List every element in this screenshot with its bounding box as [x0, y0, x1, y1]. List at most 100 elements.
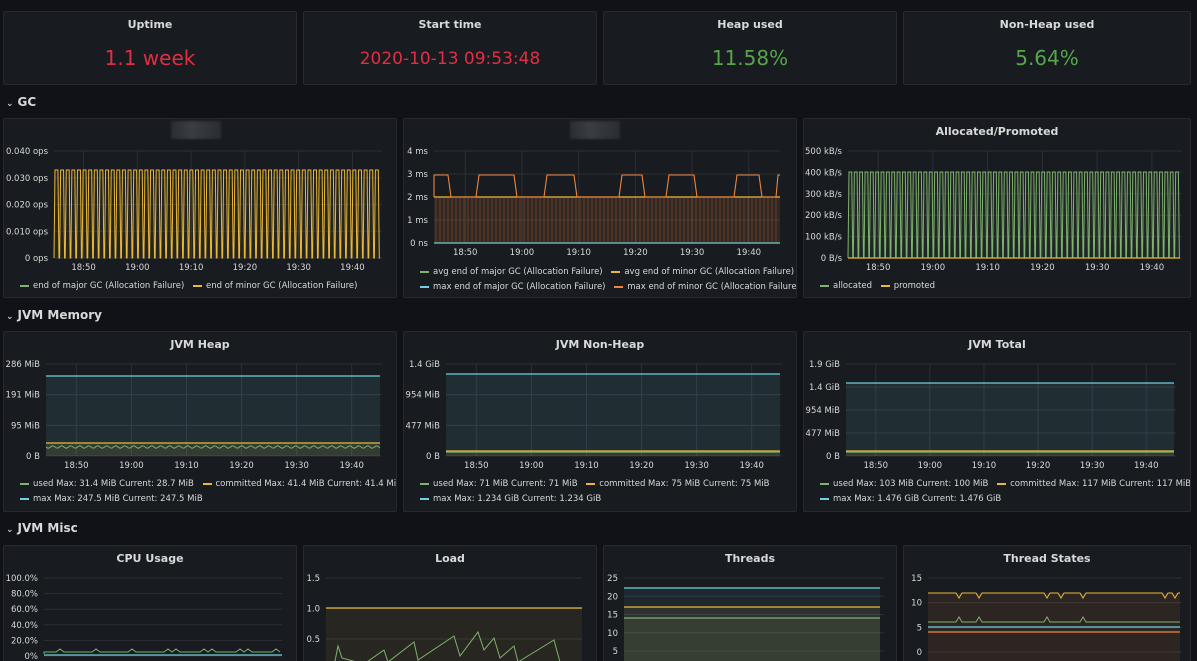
x-tick-label: 18:50 — [464, 461, 489, 471]
x-tick-label: 18:50 — [866, 263, 891, 273]
row-title: JVM Memory — [17, 308, 102, 322]
y-tick-label: 10 — [911, 599, 922, 609]
minor-gc-series — [53, 169, 380, 259]
stat-heap-used[interactable]: Heap used 11.58% — [603, 11, 897, 85]
x-tick-label: 19:40 — [739, 461, 764, 471]
chevron-down-icon: ⌄ — [6, 312, 14, 322]
y-tick-label: 0 B — [26, 452, 40, 462]
x-tick-label: 19:00 — [519, 461, 544, 471]
y-tick-label: 5 — [613, 647, 618, 657]
x-tick-label: 19:30 — [284, 461, 309, 471]
panel-load[interactable]: Load 1.5 1.0 0.5 — [303, 545, 597, 661]
row-header-gc[interactable]: ⌄ GC — [6, 95, 36, 109]
legend: allocated promoted — [820, 281, 935, 291]
x-tick-label: 19:20 — [1030, 263, 1055, 273]
x-tick-label: 19:00 — [921, 263, 946, 273]
row-title: JVM Misc — [17, 521, 78, 535]
y-tick-label: 286 MiB — [6, 360, 41, 370]
y-tick-label: 477 MiB — [406, 421, 441, 431]
legend: max Max: 1.234 GiB Current: 1.234 GiB — [420, 494, 601, 504]
y-tick-label: 5 — [917, 623, 922, 633]
panel-jvm-heap[interactable]: JVM Heap 286 MiB 191 MiB 95 MiB 0 B 18:50 19:… — [3, 331, 397, 512]
x-tick-label: 19:10 — [179, 263, 204, 273]
y-tick-label: 1.4 GiB — [809, 383, 840, 393]
max-series-fill — [446, 374, 780, 456]
panel-title: JVM Total — [968, 338, 1026, 351]
legend: end of major GC (Allocation Failure) end… — [20, 281, 357, 291]
panel-jvm-total[interactable]: JVM Total 1.9 GiB 1.4 GiB 954 MiB 477 MiB 0 … — [803, 331, 1191, 512]
row-header-jvm-memory[interactable]: ⌄ JVM Memory — [6, 308, 102, 322]
committed-series-fill — [846, 451, 1174, 456]
legend-item: promoted — [893, 281, 936, 291]
y-tick-label: 20.0% — [11, 636, 38, 646]
stat-title: Uptime — [127, 18, 173, 31]
panel-gc-time[interactable]: 4 ms 3 ms 2 ms 1 ms 0 ns 18:50 19:00 19:10 19:20… — [403, 118, 797, 298]
x-tick-label: 19:30 — [1085, 263, 1110, 273]
live-series-fill — [624, 607, 880, 661]
panel-cpu-usage[interactable]: CPU Usage 100.0% 80.0% 60.0% 40.0% 20.0% 0% — [3, 545, 297, 661]
process-cpu-series — [43, 648, 281, 654]
x-tick-label: 19:20 — [229, 461, 254, 471]
panel-jvm-nonheap[interactable]: JVM Non-Heap 1.4 GiB 954 MiB 477 MiB 0 B 18:… — [403, 331, 797, 512]
legend-item: committed Max: 75 MiB Current: 75 MiB — [599, 479, 770, 489]
alloc-chart: 500 kB/s 400 kB/s 300 kB/s 200 kB/s 100 kB/s… — [805, 147, 1182, 273]
legend-item: avg end of minor GC (Allocation Failure) — [624, 267, 795, 277]
legend-item: max Max: 1.234 GiB Current: 1.234 GiB — [433, 494, 602, 504]
y-tick-label: 0.030 ops — [6, 174, 49, 184]
y-tick-label: 1.0 — [306, 605, 320, 615]
stat-value: 5.64% — [1015, 46, 1079, 70]
heap-chart: 286 MiB 191 MiB 95 MiB 0 B 18:50 19:00 19:10 19… — [6, 360, 382, 471]
x-tick-label: 19:00 — [119, 461, 144, 471]
panel-allocated-promoted[interactable]: Allocated/Promoted 500 kB/s 400 kB/s 300 k… — [803, 118, 1191, 298]
panel-threads[interactable]: Threads 25 20 15 10 5 — [603, 545, 897, 661]
gc-time-chart: 4 ms 3 ms 2 ms 1 ms 0 ns 18:50 19:00 19:10 19:20… — [407, 147, 780, 258]
y-tick-label: 1.9 GiB — [809, 360, 840, 370]
timed-waiting-series — [928, 616, 1180, 623]
x-tick-label: 19:00 — [918, 461, 943, 471]
stat-nonheap-used[interactable]: Non-Heap used 5.64% — [903, 11, 1191, 85]
y-tick-label: 0.020 ops — [6, 201, 49, 211]
x-tick-label: 18:50 — [864, 461, 889, 471]
committed-series-fill — [46, 443, 380, 456]
x-tick-label: 19:40 — [339, 461, 364, 471]
x-tick-label: 19:40 — [1140, 263, 1165, 273]
legend-item: committed Max: 117 MiB Current: 117 MiB — [1010, 479, 1191, 489]
legend: used Max: 103 MiB Current: 100 MiB commi… — [820, 479, 1191, 489]
legend: used Max: 71 MiB Current: 71 MiB committ… — [420, 479, 769, 489]
max-minor-series — [433, 174, 780, 198]
load-fill — [326, 608, 582, 661]
x-tick-label: 19:40 — [737, 248, 762, 258]
stat-start-time[interactable]: Start time 2020-10-13 09:53:48 — [303, 11, 597, 85]
y-tick-label: 1.5 — [306, 574, 320, 584]
x-tick-label: 19:40 — [1134, 461, 1159, 471]
y-tick-label: 1 ms — [407, 216, 428, 226]
panel-thread-states[interactable]: Thread States 15 10 5 0 — [903, 545, 1191, 661]
y-tick-label: 954 MiB — [806, 406, 841, 416]
legend-item: max end of major GC (Allocation Failure) — [433, 282, 606, 292]
y-tick-label: 191 MiB — [6, 391, 41, 401]
avg-fill — [434, 197, 780, 243]
y-tick-label: 100.0% — [6, 574, 38, 584]
x-tick-label: 19:10 — [972, 461, 997, 471]
threads-chart: 25 20 15 10 5 — [607, 574, 884, 661]
y-tick-label: 300 kB/s — [805, 190, 843, 200]
row-header-jvm-misc[interactable]: ⌄ JVM Misc — [6, 521, 78, 535]
x-tick-label: 19:10 — [174, 461, 199, 471]
y-tick-label: 60.0% — [11, 605, 38, 615]
legend: max Max: 1.476 GiB Current: 1.476 GiB — [820, 494, 1001, 504]
waiting-series — [928, 592, 1180, 599]
x-tick-label: 19:00 — [510, 248, 535, 258]
panel-title: Threads — [724, 552, 776, 565]
legend-item: used Max: 103 MiB Current: 100 MiB — [833, 479, 989, 489]
y-tick-label: 0.010 ops — [6, 227, 49, 237]
x-tick-label: 19:30 — [286, 263, 311, 273]
legend: avg end of major GC (Allocation Failure)… — [420, 267, 794, 277]
panel-gc-count[interactable]: 0.040 ops 0.030 ops 0.020 ops 0.010 ops 0 op… — [3, 118, 397, 298]
x-tick-label: 19:10 — [574, 461, 599, 471]
nonheap-chart: 1.4 GiB 954 MiB 477 MiB 0 B 18:50 19:00 19:10 1… — [406, 360, 782, 471]
stat-uptime[interactable]: Uptime 1.1 week — [3, 11, 297, 85]
legend-item: committed Max: 41.4 MiB Current: 41.4 Mi… — [215, 479, 397, 489]
x-tick-label: 19:00 — [125, 263, 150, 273]
legend-item: used Max: 31.4 MiB Current: 28.7 MiB — [33, 479, 194, 489]
stat-value: 2020-10-13 09:53:48 — [359, 49, 541, 69]
